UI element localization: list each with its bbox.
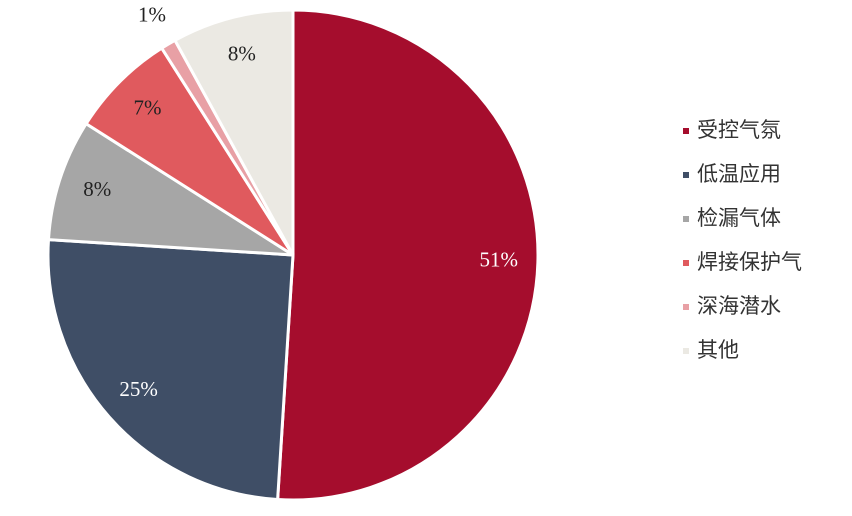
legend-label: 受控气氛 — [697, 118, 781, 142]
slice-label: 8% — [228, 41, 256, 65]
legend-marker — [683, 348, 689, 354]
slice-label: 1% — [138, 2, 166, 26]
slice-label: 7% — [133, 95, 161, 119]
pie-slice — [172, 8, 295, 256]
legend-label: 低温应用 — [697, 162, 781, 186]
pie-slice — [46, 121, 294, 257]
pie-slice — [276, 8, 540, 502]
slice-label: 8% — [83, 177, 111, 201]
pie-slice — [46, 238, 295, 502]
legend-marker — [683, 172, 689, 178]
slice-label: 25% — [119, 377, 158, 401]
legend-label: 检漏气体 — [697, 206, 781, 230]
pie-slice — [84, 46, 295, 257]
legend-marker — [683, 260, 689, 266]
legend-label: 深海潜水 — [697, 294, 781, 318]
legend-marker — [683, 128, 689, 134]
legend-marker — [683, 216, 689, 222]
legend-label: 焊接保护气 — [697, 250, 802, 274]
legend-marker — [683, 304, 689, 310]
legend-label: 其他 — [697, 338, 739, 362]
slice-label: 51% — [479, 247, 518, 271]
